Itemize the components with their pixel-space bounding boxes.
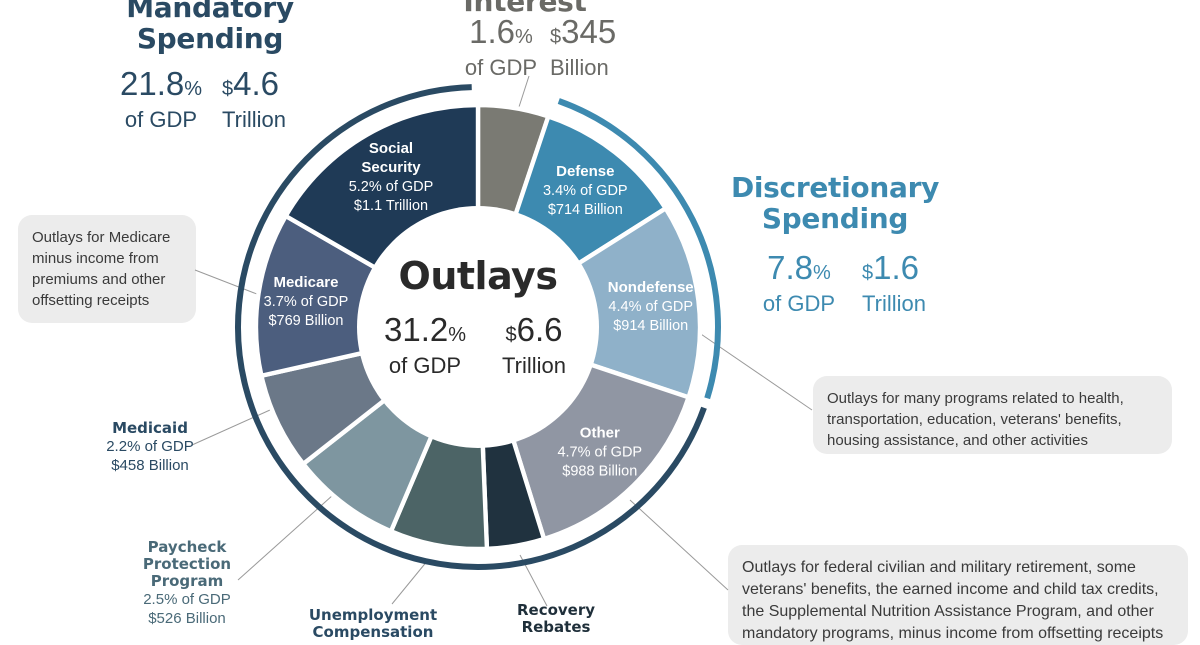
interest-amt: 345: [561, 13, 617, 50]
center-pct-label: of GDP: [388, 353, 462, 378]
discretionary-amt-prefix: $: [862, 262, 874, 284]
label-recovery-rebates: Recovery Rebates: [508, 602, 604, 636]
mandatory-amt-prefix: $: [222, 78, 234, 100]
label-unemployment-title-line2: Compensation: [312, 623, 434, 641]
slice-label-defense-title-line1: Defense: [556, 163, 614, 180]
mandatory-amt-label: Trillion: [222, 107, 286, 132]
discretionary-pct-label: of GDP: [762, 291, 836, 316]
discretionary-amt-label: Trillion: [862, 291, 926, 316]
label-ppp-amt: $526 Billion: [148, 610, 226, 627]
interest-title: Interest: [463, 0, 587, 18]
callout-other: Outlays for federal civilian and militar…: [728, 545, 1188, 645]
label-medicaid: Medicaid 2.2% of GDP $458 Billion: [100, 420, 200, 475]
callout-nondefense: Outlays for many programs related to hea…: [813, 376, 1172, 454]
discretionary-heading: Discretionary Spending: [712, 172, 958, 234]
leader-medicare: [194, 269, 263, 297]
mandatory-amt: 4.6: [233, 65, 279, 102]
bracket-discretionary: [557, 98, 721, 400]
label-medicaid-pct: 2.2% of GDP: [106, 438, 194, 455]
label-ppp: Paycheck Protection Program 2.5% of GDP …: [130, 539, 244, 628]
slice-label-other-title-line1: Other: [580, 424, 620, 441]
label-ppp-title-line1: Paycheck: [147, 538, 227, 556]
interest-amt-prefix: $: [550, 26, 562, 48]
interest-pct-label: of GDP: [464, 55, 538, 80]
callout-medicare: Outlays for Medicare minus income from p…: [18, 215, 196, 323]
interest-pct-unit: %: [515, 26, 533, 48]
label-recovery-title-line1: Recovery: [516, 601, 596, 619]
center-amt-prefix: $: [505, 324, 517, 346]
label-ppp-pct: 2.5% of GDP: [143, 591, 231, 608]
label-unemployment-title-line1: Unemployment: [308, 606, 438, 624]
center-pct: 31.2: [383, 311, 449, 348]
mandatory-heading: Mandatory Spending: [105, 0, 315, 54]
leader-unemployment: [391, 559, 429, 605]
slice-label-social-security-title-line1: Social: [369, 140, 413, 157]
slice-label-defense-pct: 3.4% of GDP: [543, 183, 628, 199]
slice-label-social-security-pct: 5.2% of GDP: [349, 179, 434, 195]
interest-amt-label: Billion: [550, 55, 609, 80]
center-title: Outlays: [398, 254, 558, 298]
outlays-donut-chart: Defense 3.4% of GDP $714 Billion Nondefense…: [191, 75, 813, 607]
label-ppp-title-line3: Program: [150, 572, 224, 590]
slice-label-medicare-amt: $769 Billion: [268, 313, 343, 329]
label-ppp-title-line2: Protection: [142, 555, 232, 573]
slice-label-social-security-amt: $1.1 Trillion: [354, 198, 428, 214]
donut-slice-labels: Defense 3.4% of GDP $714 Billion Nondefense…: [264, 140, 694, 479]
leader-interest: [517, 75, 530, 111]
label-medicaid-amt: $458 Billion: [111, 457, 189, 474]
center-amt: 6.6: [516, 311, 563, 348]
slice-label-other-pct: 4.7% of GDP: [557, 444, 642, 460]
label-medicaid-title: Medicaid: [112, 419, 188, 437]
leader-other: [629, 499, 729, 591]
discretionary-pct-unit: %: [813, 262, 831, 284]
group-brackets: [235, 84, 721, 570]
slice-label-defense-amt: $714 Billion: [548, 202, 623, 218]
slice-label-medicare-pct: 3.7% of GDP: [264, 294, 349, 310]
discretionary-amt: 1.6: [873, 249, 919, 286]
mandatory-title-line2: Spending: [136, 22, 284, 55]
discretionary-pct: 7.8: [767, 249, 814, 286]
center-pct-unit: %: [448, 324, 467, 346]
slice-label-nondefense-pct: 4.4% of GDP: [608, 299, 693, 315]
mandatory-title-line1: Mandatory: [126, 0, 294, 24]
slice-label-other-amt: $988 Billion: [562, 463, 637, 479]
slice-label-medicare-title-line1: Medicare: [273, 274, 338, 291]
discretionary-title-line1: Discretionary: [730, 171, 940, 204]
center-amt-label: Trillion: [502, 353, 566, 378]
label-unemployment: Unemployment Compensation: [298, 607, 448, 641]
discretionary-title-line2: Spending: [761, 202, 909, 235]
slice-label-social-security-title-line2: Security: [361, 159, 421, 176]
donut-hole: [357, 206, 599, 448]
label-recovery-title-line2: Rebates: [521, 618, 591, 636]
interest-pct: 1.6: [469, 13, 516, 50]
slice-label-nondefense-title-line1: Nondefense: [608, 279, 694, 296]
mandatory-pct-label: of GDP: [124, 107, 198, 132]
mandatory-pct-unit: %: [184, 78, 203, 100]
bracket-mandatory: [235, 84, 707, 570]
slice-label-nondefense-amt: $914 Billion: [613, 318, 688, 334]
mandatory-pct: 21.8: [120, 65, 185, 102]
